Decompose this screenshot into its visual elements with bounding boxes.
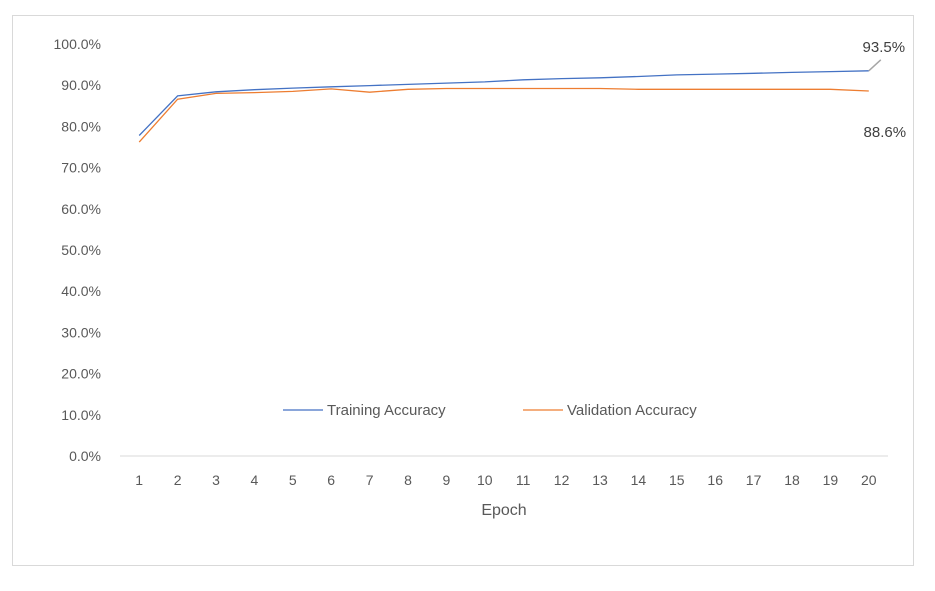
x-tick-label: 15: [669, 472, 685, 488]
x-tick-label: 1: [135, 472, 143, 488]
y-axis-ticks: 0.0% 10.0% 20.0% 30.0% 40.0% 50.0% 60.0% 70.0% 8…: [54, 36, 101, 464]
x-tick-label: 2: [174, 472, 182, 488]
y-tick-label: 50.0%: [61, 242, 101, 258]
y-tick-label: 60.0%: [61, 201, 101, 217]
x-tick-label: 20: [861, 472, 877, 488]
legend-label: Validation Accuracy: [567, 402, 697, 419]
data-label-validation-end: 88.6%: [864, 124, 907, 141]
y-tick-label: 0.0%: [69, 448, 101, 464]
x-tick-label: 12: [554, 472, 570, 488]
x-tick-label: 14: [631, 472, 647, 488]
y-tick-label: 100.0%: [54, 36, 101, 52]
data-label-training-end: 93.5%: [863, 39, 906, 56]
y-tick-label: 90.0%: [61, 77, 101, 93]
x-tick-label: 3: [212, 472, 220, 488]
data-label-leader-line: [868, 59, 882, 72]
x-tick-label: 18: [784, 472, 800, 488]
series-line-training-accuracy: [138, 70, 869, 136]
x-axis-title: Epoch: [481, 502, 526, 519]
y-tick-label: 10.0%: [61, 407, 101, 423]
x-tick-label: 7: [366, 472, 374, 488]
y-tick-label: 80.0%: [61, 118, 101, 134]
series-line-validation-accuracy: [138, 87, 869, 143]
legend: Training Accuracy Validation Accuracy: [283, 402, 697, 419]
y-tick-label: 30.0%: [61, 324, 101, 340]
data-labels: 93.5% 88.6%: [863, 39, 907, 141]
x-axis-ticks: 1 2 3 4 5 6 7 8 9 10 11 12 13 14 15 16 17 18 19 20: [135, 472, 876, 488]
x-tick-label: 11: [516, 472, 531, 488]
chart-frame: 0.0% 10.0% 20.0% 30.0% 40.0% 50.0% 60.0% 70.0% 8…: [12, 15, 914, 566]
x-tick-label: 16: [707, 472, 723, 488]
x-tick-label: 4: [251, 472, 259, 488]
legend-label: Training Accuracy: [327, 402, 446, 419]
x-tick-label: 5: [289, 472, 297, 488]
x-tick-label: 19: [823, 472, 839, 488]
y-tick-label: 20.0%: [61, 366, 101, 382]
x-tick-label: 13: [592, 472, 608, 488]
x-tick-label: 6: [327, 472, 335, 488]
x-tick-label: 8: [404, 472, 412, 488]
series-lines: [138, 70, 869, 143]
x-tick-label: 10: [477, 472, 493, 488]
line-chart: 0.0% 10.0% 20.0% 30.0% 40.0% 50.0% 60.0% 70.0% 8…: [54, 36, 907, 519]
x-tick-label: 17: [746, 472, 762, 488]
x-tick-label: 9: [443, 472, 451, 488]
y-tick-label: 70.0%: [61, 160, 101, 176]
y-tick-label: 40.0%: [61, 283, 101, 299]
